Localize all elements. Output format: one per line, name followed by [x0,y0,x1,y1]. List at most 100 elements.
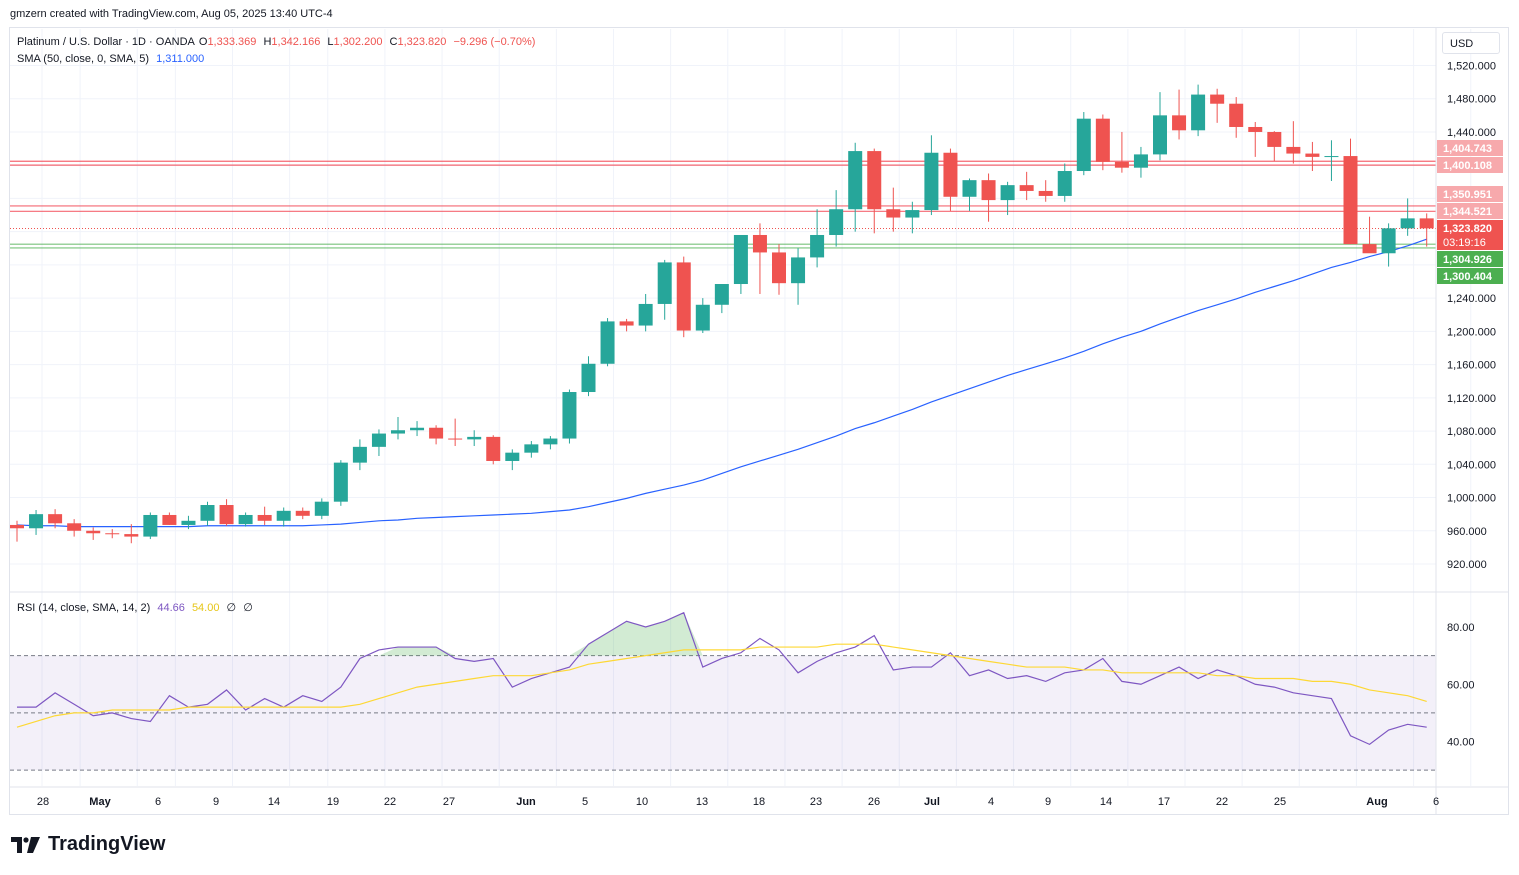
candle-body [238,514,253,525]
candle-body [981,180,996,201]
candle-body [486,436,501,461]
time-tick-label: 19 [327,796,339,808]
chart-attribution: gmzern created with TradingView.com, Aug… [10,8,333,20]
rsi-extra-1: ∅ [226,602,237,614]
countdown-label: 03:19:16 [1443,237,1486,249]
candle-body [505,452,520,461]
resistance-price-label: 1,350.951 [1443,189,1492,201]
low-value: 1,302.200 [333,36,383,48]
resistance-price-label-bg [1437,157,1503,173]
candle-body [276,510,291,521]
candle-body [48,514,63,524]
candle-body [1343,156,1358,245]
candle-body [810,234,825,258]
candle-body [867,151,882,210]
support-price-label-bg [1437,251,1503,267]
candle-body [638,303,653,326]
rsi-overbought-fill [569,612,703,656]
currency-selector[interactable]: USD [1442,32,1500,54]
rsi-band-fill [10,655,1436,771]
resistance-price-label: 1,404.743 [1443,143,1492,155]
time-tick-label: 17 [1158,796,1170,808]
time-tick-label: 26 [868,796,880,808]
price-tick-label: 1,040.000 [1447,459,1496,471]
candle-body [924,152,939,211]
candle-body [295,510,310,516]
close-value: 1,323.820 [397,36,447,48]
candle-body [1248,126,1263,132]
resistance-price-label: 1,400.108 [1443,160,1492,172]
candle-body [562,392,577,439]
time-tick-label: May [89,796,111,808]
price-tick-label: 1,440.000 [1447,127,1496,139]
time-tick-label: Jul [924,796,940,808]
time-tick-label: 13 [696,796,708,808]
candle-body [410,427,425,431]
candle-body [543,438,558,445]
candle-body [1172,115,1187,131]
sma-line [16,238,1427,528]
time-tick-label: 4 [988,796,994,808]
candle-body [371,433,386,447]
candle-body [1000,185,1015,201]
candle-body [1076,118,1091,172]
candle-body [1133,154,1148,168]
candle-body [181,520,196,525]
time-tick-label: 22 [1216,796,1228,808]
rsi-overbought-fill [378,647,456,656]
candle-body [105,533,120,535]
candle-body [1229,103,1244,127]
close-label: C [389,36,398,48]
candle-body [714,284,729,305]
candle-body [1324,156,1339,158]
resistance-price-label-bg [1437,186,1503,202]
change-value: −9.296 (−0.70%) [453,36,536,48]
candle-body [143,514,158,537]
time-tick-label: 6 [155,796,161,808]
candle-body [333,462,348,502]
price-tick-label: 1,080.000 [1447,426,1496,438]
rsi-ma-line [16,643,1427,728]
low-label: L [327,36,334,48]
rsi-extra-2: ∅ [243,602,253,614]
candle-body [619,321,634,326]
support-price-label: 1,304.926 [1443,254,1492,266]
candle-body [429,427,444,439]
rsi-label: RSI (14, close, SMA, 14, 2) [17,602,151,614]
candle-body [1381,228,1396,254]
rsi-tick-label: 60.00 [1447,679,1475,691]
candle-body [200,505,215,521]
time-tick-label: Aug [1366,796,1387,808]
candle-body [886,209,901,218]
candle-body [1305,153,1320,157]
candle-body [1362,244,1377,254]
time-tick-label: 14 [268,796,280,808]
candle-body [257,514,272,521]
candle-body [1191,94,1206,131]
candle-body [29,514,44,529]
tradingview-logo: TradingView [11,833,165,856]
candle-body [657,262,672,304]
candle-body [1267,131,1282,147]
candle-body [448,438,463,440]
candle-body [943,152,958,197]
candle-body [467,436,482,440]
sma-value: 1,311.000 [156,53,205,65]
candle-body [1038,190,1053,196]
candle-body [1019,185,1034,191]
last-price-label: 1,323.820 [1443,223,1492,235]
time-tick-label: 23 [810,796,822,808]
candle-body [162,514,177,525]
time-tick-label: 25 [1274,796,1286,808]
time-tick-label: 28 [37,796,49,808]
candle-body [733,234,748,285]
support-price-label: 1,300.404 [1443,271,1493,283]
time-tick-label: 10 [636,796,648,808]
time-tick-label: 22 [384,796,396,808]
price-tick-label: 1,000.000 [1447,493,1496,505]
candle-body [314,501,329,516]
candle-body [124,534,139,537]
price-tick-label: 920.000 [1447,559,1487,571]
candle-body [962,180,977,197]
